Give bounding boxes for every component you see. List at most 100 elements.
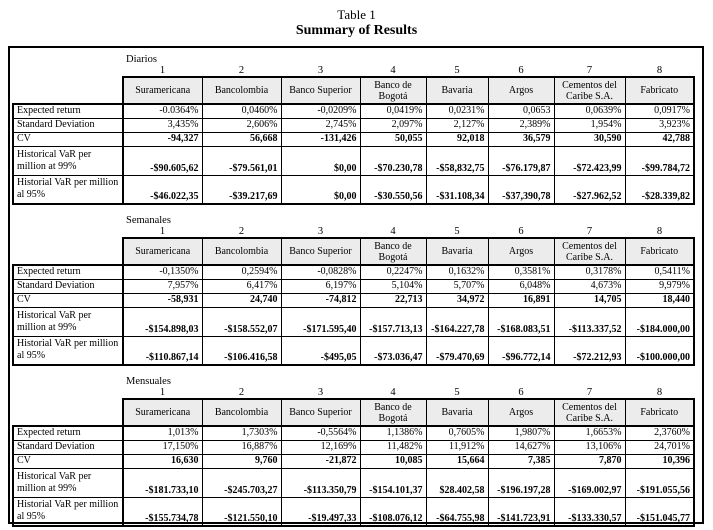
value-cell: 10,396 [624, 453, 695, 469]
value-cell: 13,106% [553, 439, 626, 455]
value-cell: 4,673% [553, 278, 626, 294]
value-cell: 56,668 [201, 131, 282, 147]
section-semanales: Semanales 1 2 3 4 5 6 7 8 Suramericana Bancolombia… [12, 214, 702, 366]
column-number: 6 [518, 226, 524, 237]
value-cell: 9,979% [624, 278, 695, 294]
column-header: Argos [487, 237, 555, 266]
column-number: 1 [159, 387, 166, 398]
summary-table-semanales: Semanales 1 2 3 4 5 6 7 8 Suramericana Bancolombia… [12, 214, 695, 366]
value-cell: -$76.179,87 [487, 145, 555, 176]
value-cell: 0,2594% [201, 264, 282, 280]
value-cell: 7,957% [122, 278, 203, 294]
value-cell: -$39.217,69 [201, 174, 282, 205]
value-cell: -$58,832,75 [425, 145, 489, 176]
section-mensuales: Mensuales 1 2 3 4 5 6 7 8 Suramericana Bancolombia… [12, 375, 702, 527]
table-row: Historical VaR per million at 99% -$90.60… [12, 145, 695, 176]
summary-table-diarios: Diarios 1 2 3 4 5 6 7 8 Suramericana Bancolombia Ba… [12, 53, 695, 205]
column-number: 7 [586, 387, 593, 398]
value-cell: 3,923% [624, 117, 695, 133]
value-cell: 17,150% [122, 439, 203, 455]
value-cell: 2,127% [425, 117, 489, 133]
value-cell: 1,013% [122, 425, 203, 441]
value-cell: -$133.330,57 [553, 496, 626, 527]
value-cell: 0,0231% [425, 103, 489, 119]
section-label-row: Semanales [13, 214, 694, 226]
section-diarios: Diarios 1 2 3 4 5 6 7 8 Suramericana Bancolombia Ba… [12, 53, 702, 205]
row-label: Historial VaR per million al 95% [12, 335, 124, 366]
column-header: Bancolombia [201, 237, 282, 266]
value-cell: 11,482% [359, 439, 427, 455]
value-cell: 1,6653% [553, 425, 626, 441]
section-label: Mensuales [126, 375, 171, 387]
value-cell: -$90.605,62 [122, 145, 203, 176]
value-cell: 6,048% [487, 278, 555, 294]
column-number: 5 [454, 387, 460, 398]
row-label: CV [12, 292, 124, 308]
spacer-cell [13, 77, 123, 104]
value-cell: 7,870 [553, 453, 626, 469]
row-label: Expected return [12, 425, 124, 441]
table-row: Standard Deviation 7,957% 6,417% 6,197% 5,10… [12, 278, 695, 294]
column-header: Fabricato [624, 76, 695, 105]
value-cell: -$157.713,13 [359, 306, 427, 337]
value-cell: -94,327 [122, 131, 203, 147]
value-cell: -21,872 [280, 453, 361, 469]
value-cell: -$168.083,51 [487, 306, 555, 337]
column-header-row: Suramericana Bancolombia Banco Superior Ban… [13, 398, 695, 427]
column-number: 2 [238, 387, 245, 398]
value-cell: -$121.550,10 [201, 496, 282, 527]
column-header: Fabricato [624, 237, 695, 266]
table-row: CV -94,327 56,668 -131,426 50,055 92,018 36,57… [12, 131, 695, 147]
value-cell: 14,627% [487, 439, 555, 455]
value-cell: 14,705 [553, 292, 626, 308]
column-number: 6 [518, 65, 524, 76]
spacer-cell [13, 53, 123, 65]
spacer-cell [13, 399, 123, 426]
column-header: Suramericana [122, 237, 203, 266]
value-cell: -$19.497,33 [280, 496, 361, 527]
column-header: Banco Superior [280, 76, 361, 105]
value-cell: -$245.703,27 [201, 467, 282, 498]
value-cell: -$495,05 [280, 335, 361, 366]
column-numbers-row: 1 2 3 4 5 6 7 8 [13, 65, 694, 77]
value-cell: 6,197% [280, 278, 361, 294]
value-cell: -$154.898,03 [122, 306, 203, 337]
column-number: 4 [390, 387, 396, 398]
column-number: 3 [317, 387, 324, 398]
column-header: Argos [487, 398, 555, 427]
value-cell: -$64.755,98 [425, 496, 489, 527]
value-cell: 2,3760% [624, 425, 695, 441]
title-block: Table 1 Summary of Results [0, 0, 713, 39]
value-cell: 30,590 [553, 131, 626, 147]
value-cell: -$113.337,52 [553, 306, 626, 337]
table-row: CV 16,630 9,760 -21,872 10,085 15,664 7,385 7,8… [12, 453, 695, 469]
row-label: Standard Deviation [12, 439, 124, 455]
value-cell: 15,664 [425, 453, 489, 469]
value-cell: 18,440 [624, 292, 695, 308]
row-label: Historical VaR per million at 99% [12, 306, 124, 337]
value-cell: -$164.227,78 [425, 306, 489, 337]
column-header: Banco de Bogotá [359, 76, 427, 105]
column-header: Banco Superior [280, 398, 361, 427]
value-cell: -$106.416,58 [201, 335, 282, 366]
row-label: Historical VaR per million at 99% [12, 467, 124, 498]
value-cell: -$196.197,28 [487, 467, 555, 498]
value-cell: 6,417% [201, 278, 282, 294]
column-header: Banco de Bogotá [359, 398, 427, 427]
value-cell: 0,0653 [487, 103, 555, 119]
value-cell: 9,760 [201, 453, 282, 469]
column-number: 1 [159, 65, 166, 76]
table-title: Summary of Results [295, 23, 418, 38]
value-cell: -0,5564% [280, 425, 361, 441]
value-cell: 34,972 [425, 292, 489, 308]
value-cell: 24,701% [624, 439, 695, 455]
value-cell: 16,891 [487, 292, 555, 308]
column-number: 8 [656, 226, 663, 237]
section-label: Diarios [126, 53, 157, 65]
value-cell: -$158.552,07 [201, 306, 282, 337]
column-number: 3 [317, 226, 324, 237]
value-cell: 1,9807% [487, 425, 555, 441]
table-number: Table 1 [337, 7, 376, 22]
table-row: Expected return -0,1350% 0,2594% -0,0828% 0,… [12, 264, 695, 280]
